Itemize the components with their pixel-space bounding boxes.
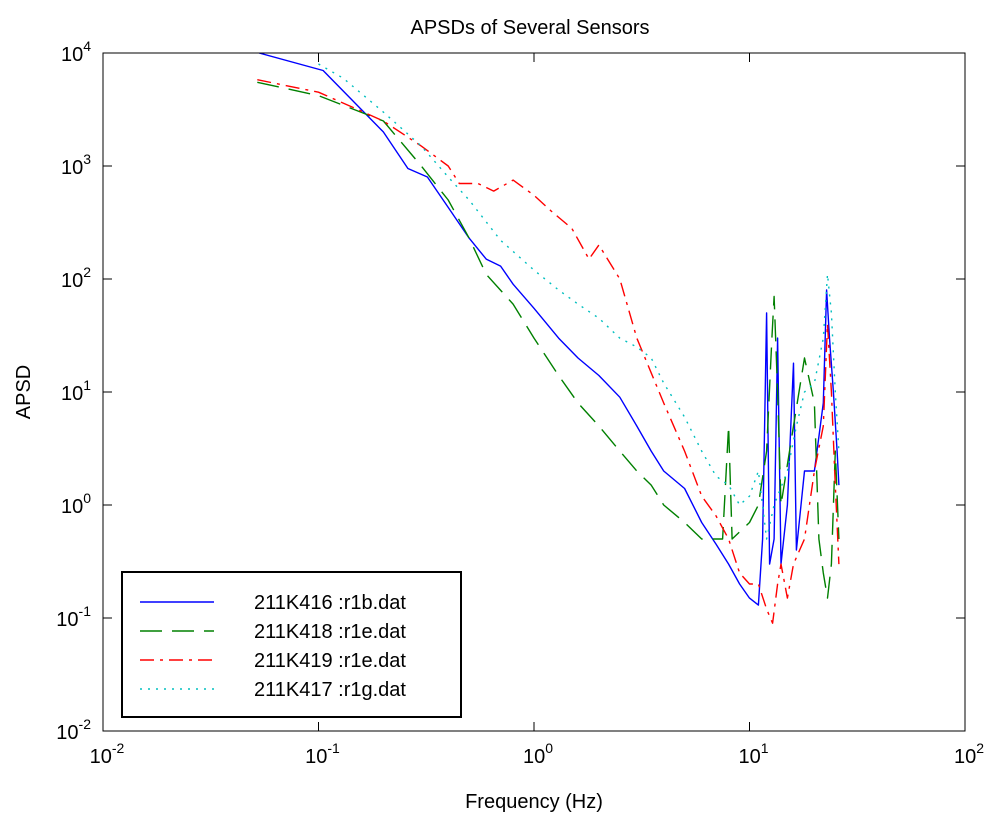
series-line-3 [257,79,840,624]
y-tick-label: 100 [61,490,91,518]
x-tick-label: 102 [954,740,984,768]
y-tick-label: 104 [61,38,91,66]
series-line-4 [318,63,840,540]
y-tick-label: 101 [61,377,91,405]
y-tick-label: 102 [61,264,91,292]
x-tick-label: 10-1 [305,740,340,768]
y-axis-label: APSD [13,365,35,419]
x-tick-label: 100 [523,740,553,768]
legend-box [121,571,462,718]
x-axis-label: Frequency (Hz) [465,791,603,813]
x-tick-label: 10-2 [90,740,125,768]
series-line-1 [258,53,840,606]
y-tick-label: 10-2 [56,716,91,744]
legend: 211K416 :r1b.dat 211K418 :r1e.dat 211K419 … [121,571,462,718]
chart-title: APSDs of Several Sensors [411,17,650,39]
legend-label-4: 211K417 :r1g.dat [254,679,406,701]
x-tick-label: 101 [738,740,768,768]
legend-label-2: 211K418 :r1e.dat [254,621,406,643]
legend-label-3: 211K419 :r1e.dat [254,650,406,672]
ticks-layer: 10-2 10-1 100 101 102 10-2 10-1 100 101 102 103 104 [56,38,984,768]
legend-label-1: 211K416 :r1b.dat [254,592,406,614]
series-layer [257,53,840,624]
y-tick-label: 10-1 [56,603,91,631]
y-tick-label: 103 [61,151,91,179]
series-line-2 [257,81,840,599]
